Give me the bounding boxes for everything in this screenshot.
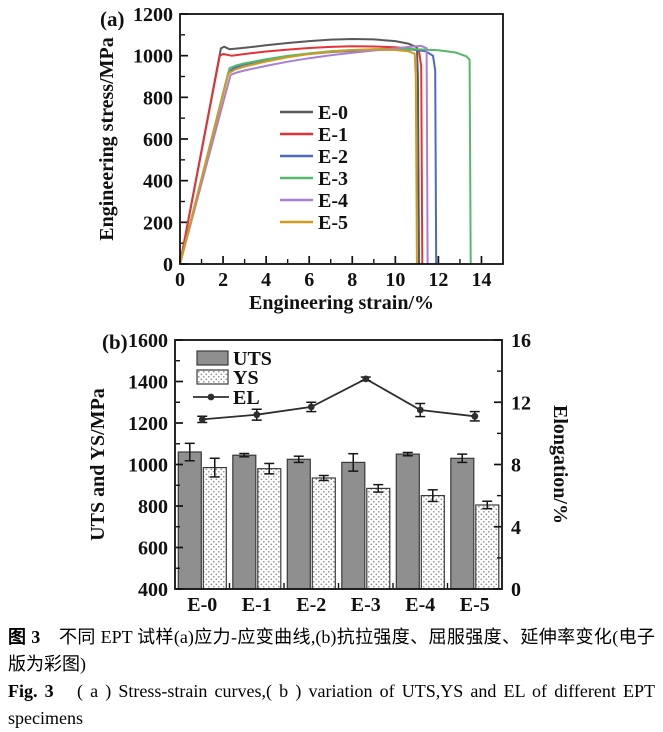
category-label-E-5: E-5 [460,594,490,616]
svg-text:1600: 1600 [128,330,168,352]
el-marker [416,406,424,414]
plot-frame-b [174,339,503,590]
el-marker [253,411,261,419]
category-label-E-0: E-0 [187,594,217,616]
caption-english: Fig. 3 ( a ) Stress-strain curves,( b ) … [8,678,655,732]
category-label-E-4: E-4 [405,594,435,616]
uts-bar-E-1 [232,454,257,590]
svg-text:10: 10 [385,269,405,291]
svg-text:14: 14 [471,269,491,291]
curve-E-5 [179,48,418,265]
y-axis-a: 0 200 400 600 800 1000 1200 [133,4,188,276]
category-label-E-3: E-3 [351,594,381,616]
y-axis-left-b: 400 600 800 1000 1200 1400 1600 [128,330,183,601]
uts-bar-E-3 [341,461,366,590]
caption-chinese: 图 3 不同 EPT 试样(a)应力-应变曲线,(b)抗拉强度、屈服强度、延伸率… [8,624,655,678]
svg-text:E-2: E-2 [318,146,348,168]
plot-frame-a [179,13,504,265]
uts-bar-E-2 [286,458,311,590]
uts-bar-E-0 [177,451,202,590]
svg-text:UTS: UTS [233,348,272,370]
caption-en-body: ( a ) Stress-strain curves,( b ) variati… [8,681,655,728]
caption-cn-body: 不同 EPT 试样(a)应力-应变曲线,(b)抗拉强度、屈服强度、延伸率变化(电… [8,627,655,674]
svg-text:8: 8 [511,455,521,477]
el-marker [307,403,315,411]
uts-ys-el-chart: E-0 E-1 E-2 E-3 E-4 E-5 400 600 800 1000 1200 1400 1… [87,330,571,616]
ys-bar-E-0 [202,467,227,590]
y-axis-title-a: Engineering stress/MPa [96,37,118,241]
ys-bar-E-5 [475,504,500,590]
svg-text:E-4: E-4 [318,190,348,212]
svg-text:Engineering strain/%: Engineering strain/% [249,292,434,314]
svg-text:4: 4 [511,517,521,539]
el-marker [471,412,479,420]
svg-text:8: 8 [347,269,357,291]
panel-a-label: (a) [100,7,125,31]
svg-text:E-0: E-0 [318,102,348,124]
svg-text:E-1: E-1 [318,124,348,146]
svg-text:400: 400 [143,171,173,193]
el-marker [362,375,370,383]
x-axis-a: 0 2 4 6 8 10 12 14 [175,256,491,291]
legend-a: E-0E-1E-2E-3E-4E-5 [280,102,348,234]
svg-text:0: 0 [511,579,521,601]
y-axis-title-right-b: Elongation/% [549,405,571,524]
svg-text:E-5: E-5 [318,212,348,234]
svg-text:600: 600 [143,129,173,151]
svg-text:E-3: E-3 [318,168,348,190]
svg-text:4: 4 [261,269,271,291]
el-line [202,377,475,421]
svg-text:12: 12 [511,392,531,414]
curve-E-0 [179,38,420,265]
svg-text:0: 0 [163,254,173,276]
uts-bar-E-5 [450,457,475,590]
svg-text:12: 12 [428,269,448,291]
figure-caption: 图 3 不同 EPT 试样(a)应力-应变曲线,(b)抗拉强度、屈服强度、延伸率… [0,620,663,732]
svg-text:2: 2 [218,269,228,291]
x-axis-b [228,583,449,588]
svg-text:800: 800 [138,496,168,518]
panel-b-label: (b) [102,330,128,354]
curve-E-4 [179,44,429,265]
svg-text:1000: 1000 [128,455,168,477]
svg-text:YS: YS [233,367,259,389]
y-axis-right-b: 0 4 8 12 16 [494,330,531,601]
ys-bar-E-1 [257,468,282,590]
ys-bar-E-2 [311,477,336,590]
caption-en-label: Fig. 3 [8,681,54,701]
svg-text:800: 800 [143,87,173,109]
el-marker [198,416,206,423]
svg-text:1000: 1000 [133,46,173,68]
category-label-E-2: E-2 [296,594,326,616]
svg-text:16: 16 [511,330,531,352]
svg-text:EL: EL [233,387,260,409]
caption-cn-label: 图 3 [8,627,41,647]
uts-bar-E-4 [395,453,420,590]
svg-text:400: 400 [138,579,168,601]
svg-text:600: 600 [138,538,168,560]
svg-text:1200: 1200 [133,4,173,26]
svg-text:6: 6 [304,269,314,291]
ys-bar-E-4 [420,495,445,590]
svg-text:0: 0 [175,269,185,291]
svg-text:1400: 1400 [128,372,168,394]
category-label-E-1: E-1 [242,594,272,616]
svg-text:200: 200 [143,212,173,234]
ys-bar-E-3 [366,487,391,590]
svg-text:1200: 1200 [128,413,168,435]
y-axis-title-left-b: UTS and YS/MPa [87,388,109,541]
